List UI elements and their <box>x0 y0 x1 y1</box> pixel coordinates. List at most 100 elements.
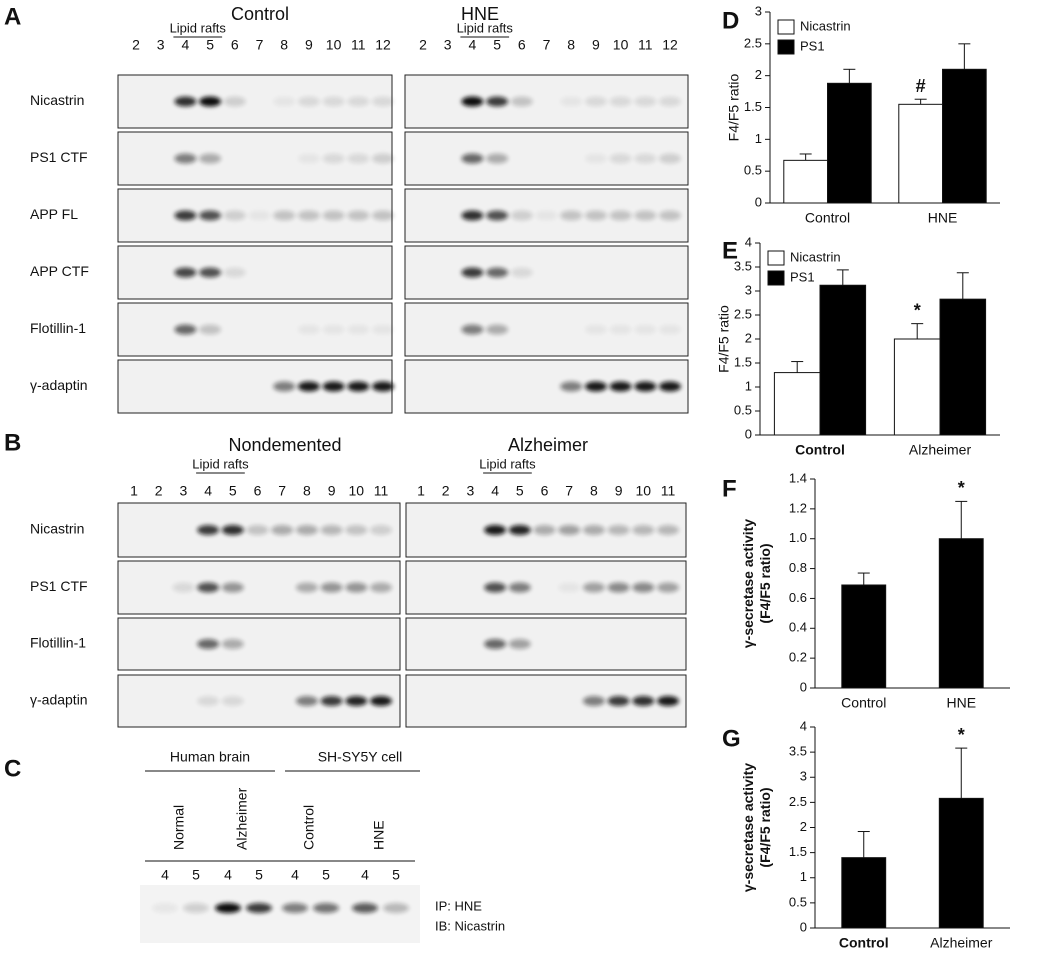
blot-band <box>197 696 220 706</box>
lane-number: 7 <box>565 483 573 499</box>
lane-number: 11 <box>374 483 389 499</box>
row-label: γ-adaptin <box>30 377 88 393</box>
y-tick-label: 1.2 <box>789 500 807 515</box>
lane-number: 2 <box>442 483 450 499</box>
lane-number: 10 <box>326 37 342 53</box>
blot-band <box>295 582 318 593</box>
lane-number: 11 <box>661 483 676 499</box>
y-tick-label: 1.4 <box>789 470 807 485</box>
blot-band <box>607 525 630 535</box>
lane-number: 9 <box>615 483 623 499</box>
lane-number: 1 <box>130 483 138 499</box>
y-tick-label: 2 <box>800 819 807 834</box>
blot-band <box>370 525 392 535</box>
blot-box <box>117 131 393 186</box>
blot-band <box>609 210 632 221</box>
blot-band <box>560 210 583 221</box>
x-tick-label: Alzheimer <box>909 442 972 458</box>
x-tick-label: HNE <box>946 695 976 711</box>
blot-band <box>297 324 320 335</box>
y-tick-label: 3.5 <box>734 258 752 273</box>
bar <box>938 538 984 689</box>
blot-band <box>322 153 345 164</box>
lane-number: 4 <box>204 483 212 499</box>
blot-band <box>632 582 655 593</box>
lane-number: 10 <box>613 37 629 53</box>
legend-swatch <box>767 250 785 266</box>
bar <box>827 82 872 204</box>
blot-box <box>117 617 401 671</box>
bar <box>939 298 987 436</box>
y-tick-label: 0.8 <box>789 560 807 575</box>
bar <box>773 372 821 436</box>
lane-number: 6 <box>254 483 262 499</box>
blot-band <box>246 525 269 535</box>
x-tick-label: Control <box>795 442 845 458</box>
blot-band <box>322 381 345 392</box>
blot-band <box>172 582 195 593</box>
blot-band <box>199 267 222 278</box>
y-tick-label: 0.6 <box>789 590 807 605</box>
blot-band <box>345 696 368 706</box>
y-tick-label: 3 <box>755 3 762 18</box>
lane-number: 10 <box>349 483 365 499</box>
blot-band <box>486 153 509 164</box>
sample-label: HNE <box>371 820 387 850</box>
row-label: APP FL <box>30 206 78 222</box>
blot-band <box>609 96 632 107</box>
lane-number: 11 <box>351 37 366 53</box>
blot-band <box>582 525 605 535</box>
blot-band <box>486 210 509 221</box>
lipid-rafts-label: Lipid rafts <box>170 20 227 35</box>
blot-band <box>486 267 509 278</box>
lane-number: 8 <box>567 37 575 53</box>
legend-swatch <box>777 19 795 35</box>
blot-band <box>320 525 343 535</box>
blot-box <box>405 617 687 671</box>
legend-label: Nicastrin <box>790 249 841 264</box>
blot-box <box>117 74 393 129</box>
note: IB: Nicastrin <box>435 918 505 933</box>
lane-number: 4 <box>469 37 477 53</box>
legend-label: PS1 <box>790 269 815 284</box>
lane-number: 11 <box>638 37 653 53</box>
y-tick-label: 1 <box>745 378 752 393</box>
row-label: PS1 CTF <box>30 578 88 594</box>
y-tick-label: 0.2 <box>789 650 807 665</box>
blot-band <box>297 210 320 221</box>
lane-number: 12 <box>375 37 391 53</box>
panel-letter: C <box>4 755 21 782</box>
note: IP: HNE <box>435 898 482 913</box>
blot-band <box>486 324 509 335</box>
blot-band <box>183 903 209 913</box>
blot-band <box>221 696 244 706</box>
group-label: SH-SY5Y cell <box>318 749 403 765</box>
blot-band <box>535 210 558 221</box>
blot-band <box>174 267 197 278</box>
blot-band <box>347 96 370 107</box>
lipid-rafts-label: Lipid rafts <box>192 456 249 471</box>
lane-number: 8 <box>280 37 288 53</box>
blot-band <box>197 639 220 649</box>
lane-number: 8 <box>590 483 598 499</box>
blot-band <box>297 381 320 392</box>
lane-number: 12 <box>662 37 678 53</box>
sample-label: Alzheimer <box>234 787 250 850</box>
blot-band <box>484 525 507 535</box>
blot-band <box>486 96 509 107</box>
bar <box>841 857 887 929</box>
blot-band <box>297 96 320 107</box>
blot-band <box>215 903 241 913</box>
panel-letter: A <box>4 3 21 30</box>
lane-number: 5 <box>392 867 400 883</box>
blot-band <box>659 324 681 335</box>
x-tick-label: Alzheimer <box>930 935 993 951</box>
lane-number: 4 <box>182 37 190 53</box>
lane-number: 6 <box>541 483 549 499</box>
blot-band <box>607 696 630 706</box>
panel-letter: E <box>722 237 738 264</box>
blot-band <box>347 381 370 392</box>
lane-number: 2 <box>155 483 163 499</box>
blot-band <box>322 96 345 107</box>
